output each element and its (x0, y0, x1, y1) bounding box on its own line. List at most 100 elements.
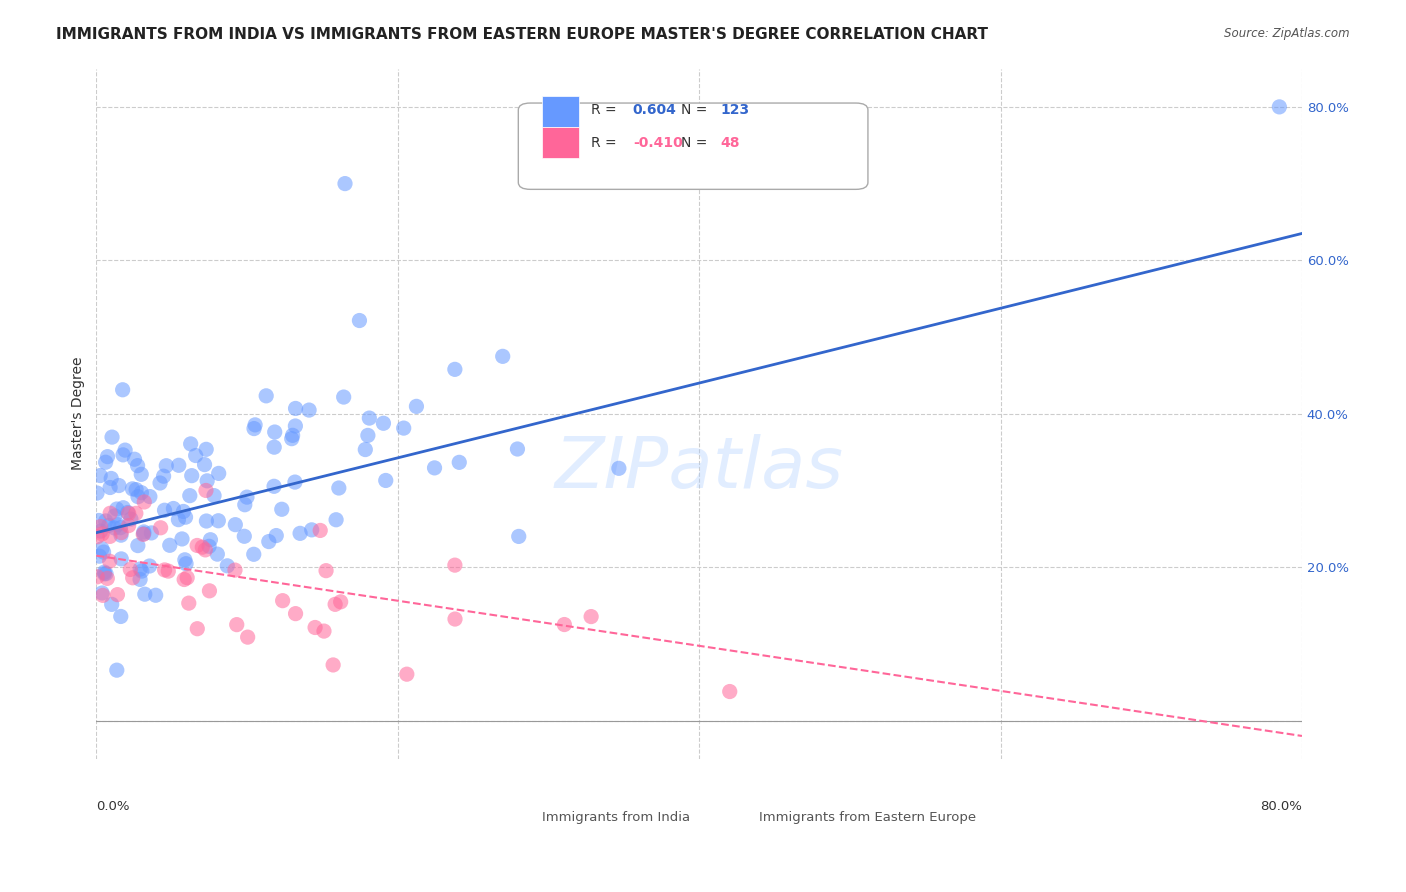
Point (236, 490, 259, 504)
Point (506, 442, 529, 456)
Point (94, 455, 117, 469)
Point (90, 519, 112, 533)
Point (155, 458, 177, 473)
Point (322, 657, 344, 672)
Text: N =: N = (681, 136, 711, 150)
Point (195, 442, 218, 457)
Point (91, 527, 114, 541)
Point (423, 461, 446, 475)
Point (100, 471, 122, 485)
Point (508, 529, 530, 543)
Point (105, 663, 128, 677)
Point (349, 313, 371, 327)
Point (180, 468, 202, 483)
Point (312, 624, 335, 638)
Point (100, 598, 122, 612)
Bar (723, 787, 748, 811)
Text: 0.0%: 0.0% (97, 800, 129, 814)
Point (117, 506, 139, 520)
Point (207, 514, 229, 528)
Point (301, 523, 323, 537)
Point (127, 490, 149, 504)
Point (194, 483, 217, 498)
Point (120, 512, 142, 526)
Point (444, 558, 467, 573)
Point (94, 514, 117, 528)
Point (141, 525, 163, 540)
Point (157, 564, 180, 578)
Point (167, 513, 190, 527)
Point (93, 545, 115, 559)
Point (129, 573, 152, 587)
Point (332, 390, 354, 404)
Point (1268, 100, 1291, 114)
Point (114, 443, 136, 458)
Point (111, 383, 134, 397)
Point (444, 362, 467, 376)
Point (323, 598, 346, 612)
Point (121, 571, 143, 585)
Text: 48: 48 (721, 136, 741, 150)
Point (173, 573, 195, 587)
Point (89, 549, 111, 564)
Point (93, 565, 115, 579)
Point (149, 521, 172, 535)
Point (110, 528, 132, 542)
FancyBboxPatch shape (519, 103, 868, 189)
Text: -0.410: -0.410 (633, 136, 682, 150)
Point (149, 475, 172, 490)
Point (194, 542, 217, 557)
Point (315, 564, 337, 578)
Point (153, 563, 176, 577)
Point (236, 630, 259, 644)
Point (281, 428, 304, 442)
Point (271, 593, 294, 607)
Point (553, 617, 575, 632)
Point (101, 430, 124, 444)
Point (579, 609, 602, 624)
Point (176, 571, 198, 585)
Point (98, 506, 121, 520)
Point (96, 571, 118, 585)
Point (392, 421, 415, 435)
Point (357, 428, 380, 442)
Point (90, 541, 112, 556)
Point (90, 524, 112, 538)
Point (186, 539, 208, 553)
Point (263, 425, 285, 439)
Point (243, 417, 266, 432)
Point (329, 595, 352, 609)
Point (179, 489, 201, 503)
Text: 80.0%: 80.0% (1260, 800, 1302, 814)
Y-axis label: Master's Degree: Master's Degree (72, 357, 86, 470)
Point (86, 486, 108, 500)
Point (263, 440, 285, 454)
Text: Source: ZipAtlas.com: Source: ZipAtlas.com (1225, 27, 1350, 40)
Point (607, 461, 630, 475)
Point (328, 481, 350, 495)
Point (118, 507, 141, 521)
Point (309, 524, 332, 538)
Point (492, 349, 515, 363)
Point (195, 514, 218, 528)
Point (129, 467, 152, 482)
Point (288, 526, 311, 541)
Point (124, 452, 146, 467)
Point (186, 622, 208, 636)
Point (242, 547, 264, 561)
Point (184, 449, 207, 463)
Point (138, 559, 160, 574)
Point (127, 539, 149, 553)
Point (264, 528, 287, 542)
Point (104, 508, 127, 523)
Point (117, 518, 139, 533)
Point (208, 467, 231, 481)
Point (121, 482, 143, 496)
Point (159, 538, 181, 552)
Point (98, 481, 121, 495)
Text: R =: R = (591, 103, 620, 117)
Text: IMMIGRANTS FROM INDIA VS IMMIGRANTS FROM EASTERN EUROPE MASTER'S DEGREE CORRELAT: IMMIGRANTS FROM INDIA VS IMMIGRANTS FROM… (56, 27, 988, 42)
Point (120, 562, 142, 576)
Point (263, 479, 285, 493)
Point (444, 612, 467, 626)
